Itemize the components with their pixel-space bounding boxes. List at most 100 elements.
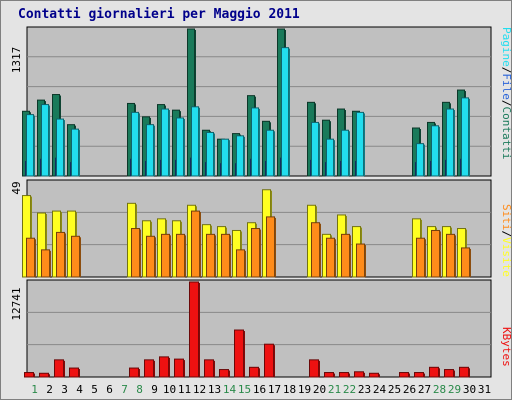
bar-kbytes-day-16-shadow [258,368,260,377]
x-tick-day-26: 26 [403,383,416,396]
x-tick-day-23: 23 [358,383,371,396]
bar-pagine-day-27 [416,143,424,177]
bar-siti-day-17 [266,216,275,278]
bar-pagine-day-27-shadow [423,144,425,176]
bar-kbytes-day-2 [39,372,49,378]
bar-kbytes-day-24 [369,372,379,378]
bar-pagine-day-21-shadow [333,140,335,176]
bar-siti-day-29-shadow [454,235,456,277]
x-tick-day-11: 11 [178,383,191,396]
bar-siti-day-8-shadow [139,229,141,277]
bar-kbytes-day-30-shadow [468,368,470,377]
legend-sep-2: / [500,100,512,107]
bar-pagine-day-30-shadow [468,98,470,176]
bar-siti-day-17-shadow [274,217,276,277]
bar-kbytes-day-26 [399,372,409,378]
bar-kbytes-day-8 [129,367,139,378]
bar-siti-day-14-shadow [229,235,231,277]
chart-title: Contatti giornalieri per Maggio 2011 [18,7,300,22]
x-tick-day-27: 27 [418,383,431,396]
bar-pagine-day-18 [281,47,289,177]
bar-kbytes-day-3-shadow [63,360,65,377]
bar-siti-day-23-shadow [364,245,366,277]
y-max-label-middle: 49 [10,181,23,194]
bar-pagine-day-9-shadow [153,125,155,176]
bar-siti-day-20-shadow [319,223,321,277]
bar-pagine-day-2 [41,104,49,177]
bar-kbytes-day-20 [309,359,319,378]
bar-kbytes-day-10 [159,356,169,378]
bar-siti-day-10-shadow [169,235,171,277]
bar-pagine-day-17-shadow [273,131,275,176]
series-legend-labels: Pagine/File/Contatti Siti/Visite KBytes [500,27,512,367]
bar-siti-day-27 [416,237,425,278]
bar-kbytes-day-1 [24,372,34,378]
bar-pagine-day-4-shadow [78,130,80,176]
legend-top: Pagine/File/Contatti [500,27,512,159]
bar-kbytes-day-21-shadow [333,373,335,377]
bar-pagine-day-1-shadow [33,115,35,176]
bar-siti-day-4-shadow [79,237,81,277]
bar-pagine-day-29 [446,108,454,177]
bar-kbytes-day-3 [54,359,64,378]
legend-middle: Siti/Visite [500,204,512,277]
bar-kbytes-day-21 [324,372,334,378]
bar-pagine-day-10 [161,108,169,177]
bar-kbytes-day-16 [249,366,259,378]
bar-pagine-day-28 [431,125,439,177]
legend-file: File [500,73,512,100]
bar-siti-day-23 [356,243,365,278]
chart-bars [22,28,471,378]
bar-pagine-day-23 [356,111,364,177]
bar-siti-day-9-shadow [154,237,156,277]
bar-pagine-day-1 [26,114,34,177]
bar-kbytes-day-15 [234,329,244,378]
bar-siti-day-13 [206,233,215,278]
bar-kbytes-day-22-shadow [348,373,350,377]
bar-siti-day-8 [131,228,140,278]
y-max-label-bottom: 12741 [10,287,23,320]
x-tick-day-9: 9 [151,383,158,396]
x-tick-day-22: 22 [343,383,356,396]
legend-siti: Siti [500,204,512,231]
bar-siti-day-10 [161,233,170,278]
bar-kbytes-day-20-shadow [318,360,320,377]
bar-pagine-day-30 [461,97,469,177]
x-tick-day-10: 10 [163,383,176,396]
bar-pagine-day-22 [341,129,349,177]
bar-siti-day-22 [341,233,350,278]
bar-kbytes-day-12 [189,281,199,378]
bar-siti-day-13-shadow [214,235,216,277]
bar-pagine-day-23-shadow [363,113,365,176]
x-tick-day-17: 17 [268,383,281,396]
bar-siti-day-30 [461,247,470,278]
bar-kbytes-day-30 [459,366,469,378]
bar-siti-day-11-shadow [184,235,186,277]
x-tick-day-29: 29 [448,383,461,396]
bar-pagine-day-3 [56,118,64,177]
bar-pagine-day-10-shadow [168,110,170,176]
bar-kbytes-day-15-shadow [243,331,245,377]
x-tick-day-30: 30 [463,383,476,396]
chart-panels [26,26,492,378]
bar-kbytes-day-14 [219,369,229,378]
bar-visite-day-2-shadow [45,214,47,277]
bar-pagine-day-14 [221,138,229,177]
bar-siti-day-12-shadow [199,212,201,277]
x-tick-day-19: 19 [298,383,311,396]
legend-sep-1: / [500,67,512,74]
bar-pagine-day-13 [206,131,214,177]
x-tick-day-20: 20 [313,383,326,396]
bar-kbytes-day-14-shadow [228,370,230,377]
bar-siti-day-4 [71,235,80,278]
x-tick-day-14: 14 [223,383,237,396]
bar-kbytes-day-28 [429,366,439,378]
bar-kbytes-day-17 [264,343,274,378]
legend-bottom: KBytes [500,327,512,367]
bar-pagine-day-16-shadow [258,108,260,176]
x-tick-day-15: 15 [238,383,251,396]
legend-visite: Visite [500,237,512,277]
bar-kbytes-day-9-shadow [153,360,155,377]
x-tick-labels: 1 2 3 4 5 6 7 8 9 10 11 12 13 14 15 16 17 18 19 20 21 22 23 24 2… [31,383,491,396]
